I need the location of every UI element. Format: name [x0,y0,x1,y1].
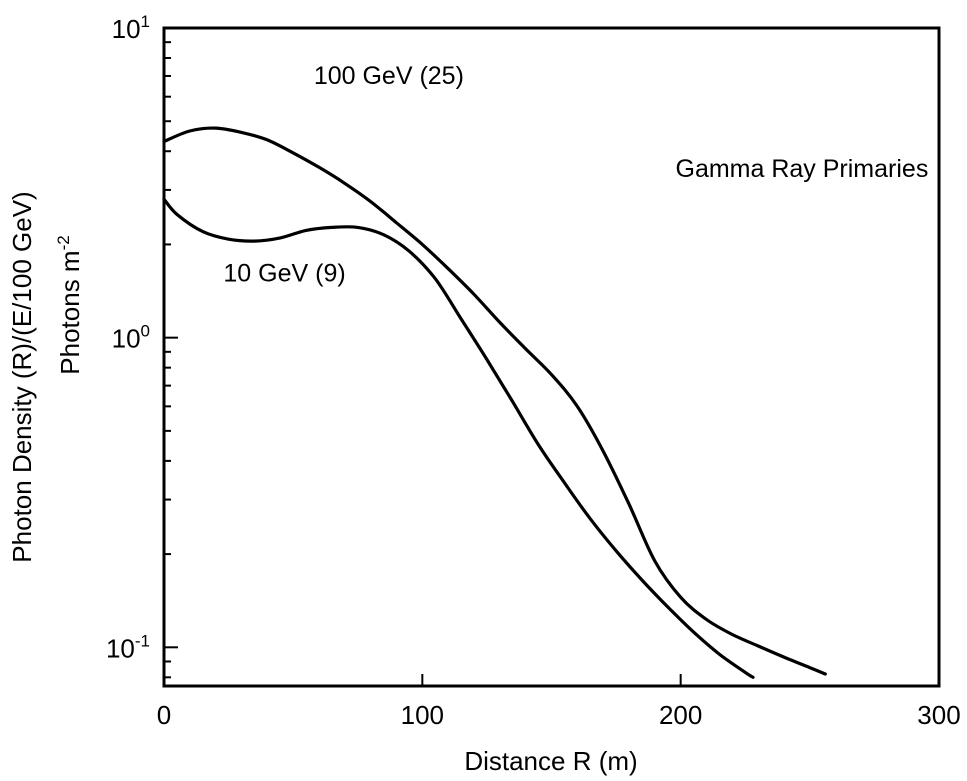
tick-labels: 0 100 200 300 10-1 100 101 [106,12,961,730]
annotation-label: Gamma Ray Primaries [676,155,929,183]
y-axis-unit-exponent: -2 [54,235,73,250]
y-tick-label: 10-1 [106,631,150,663]
x-axis-label: Distance R (m) [464,746,637,776]
annotation-label: 100 GeV (25) [314,62,464,90]
y-axis-label-secondary: Photons m-2 [54,235,85,374]
x-tick-label: 100 [401,700,444,730]
x-tick-label: 200 [659,700,702,730]
y-tick-label: 100 [112,322,150,354]
x-tick-label: 300 [917,700,960,730]
series-layer [162,126,827,679]
y-axis-label: Photon Density (R)/(E/100 GeV) [7,191,37,562]
series-line-100gev [162,126,827,676]
plot-area-frame [162,26,941,688]
axis-ticks [163,27,940,686]
x-tick-label: 0 [157,700,171,730]
annotations: Gamma Ray Primaries 100 GeV (25) 10 GeV (9… [223,62,928,287]
y-tick-label: 101 [112,12,150,44]
annotation-label: 10 GeV (9) [223,259,345,287]
series-line-10gev [162,197,755,679]
